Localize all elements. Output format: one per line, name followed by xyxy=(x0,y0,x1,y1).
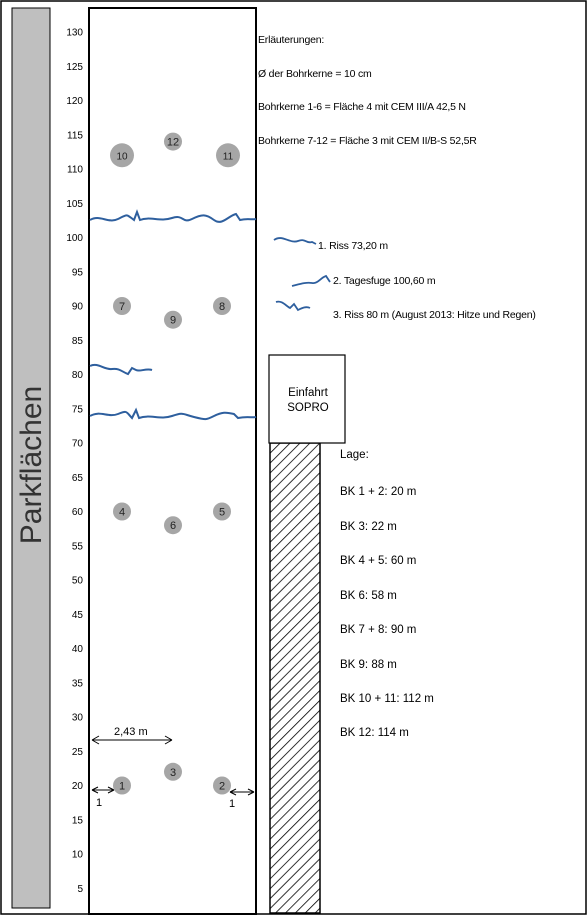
lage-item: BK 7 + 8: 90 m xyxy=(340,624,417,636)
drill-core-7 xyxy=(113,297,131,315)
drill-core-1 xyxy=(113,776,131,795)
drill-core-label: 2 xyxy=(219,781,225,793)
axis-tick-label: 55 xyxy=(72,541,84,552)
axis-tick-label: 85 xyxy=(72,336,84,347)
dimension-width-label: 2,43 m xyxy=(114,726,148,738)
notes-cores-7-12: Bohrkerne 7-12 = Fläche 3 mit CEM II/B-S… xyxy=(258,135,477,147)
axis-tick-label: 115 xyxy=(67,130,83,141)
lage-item: BK 9: 88 m xyxy=(340,659,397,671)
axis-tick-label: 60 xyxy=(72,507,84,518)
drill-core-3 xyxy=(164,762,182,781)
lage-title: Lage: xyxy=(340,449,369,461)
drill-core-11 xyxy=(216,143,240,168)
drill-core-label: 3 xyxy=(170,767,176,779)
drill-core-5 xyxy=(213,502,231,521)
axis-tick-label: 65 xyxy=(72,473,84,484)
drill-core-6 xyxy=(164,516,182,535)
lage-item: BK 1 + 2: 20 m xyxy=(340,486,417,498)
axis-tick-label: 125 xyxy=(66,62,83,73)
parking-label: Parkflächen xyxy=(15,385,48,545)
axis-tick-labels: 1301251201151101051009590858075706560555… xyxy=(66,28,83,895)
drill-core-label: 4 xyxy=(119,507,125,519)
drill-core-label: 1 xyxy=(119,781,125,793)
lage-item: BK 12: 114 m xyxy=(340,727,409,739)
drill-core-label: 6 xyxy=(170,520,176,532)
legend-line-2 xyxy=(291,274,331,287)
axis-tick-label: 45 xyxy=(72,610,84,621)
legend-line-3 xyxy=(275,300,311,312)
lage-item: BK 10 + 11: 112 m xyxy=(340,693,434,705)
crack-line-80 xyxy=(89,363,153,376)
drill-core-label: 10 xyxy=(116,151,128,162)
drill-core-10 xyxy=(110,143,134,168)
axis-tick-label: 130 xyxy=(66,28,83,39)
dimension-width xyxy=(91,735,173,745)
axis-tick-label: 10 xyxy=(72,850,84,861)
entrance-label: Einfahrt SOPRO xyxy=(271,356,345,442)
axis-tick-label: 80 xyxy=(72,370,84,381)
lage-item: BK 6: 58 m xyxy=(340,590,397,602)
notes-diameter: Ø der Bohrkerne = 10 cm xyxy=(258,68,372,80)
legend-line-1 xyxy=(273,237,317,245)
legend-crack-3: 3. Riss 80 m (August 2013: Hitze und Reg… xyxy=(333,309,536,321)
axis-tick-label: 20 xyxy=(72,781,84,792)
axis-tick-label: 120 xyxy=(66,96,83,107)
parking-bar xyxy=(11,7,51,909)
axis-tick-label: 90 xyxy=(72,302,84,313)
drill-core-label: 11 xyxy=(223,151,234,162)
axis-tick-label: 100 xyxy=(66,233,83,244)
axis-tick-label: 105 xyxy=(66,199,83,210)
axis-tick-label: 50 xyxy=(72,576,84,587)
drill-core-2 xyxy=(213,776,231,795)
dimension-left-margin xyxy=(91,786,115,794)
drill-core-12 xyxy=(164,132,182,151)
lage-item: BK 4 + 5: 60 m xyxy=(340,555,417,567)
dimension-right-margin xyxy=(229,788,255,796)
crack-line-73-20 xyxy=(89,407,257,421)
notes-cores-1-6: Bohrkerne 1-6 = Fläche 4 mit CEM III/A 4… xyxy=(258,101,466,113)
entrance-line1: Einfahrt xyxy=(288,387,328,399)
drill-core-label: 9 xyxy=(170,315,176,327)
axis-tick-label: 30 xyxy=(72,713,84,724)
lage-item: BK 3: 22 m xyxy=(340,521,397,533)
dimension-left-label: 1 xyxy=(96,797,103,809)
drill-core-4 xyxy=(113,502,131,521)
legend-joint-2: 2. Tagesfuge 100,60 m xyxy=(333,275,436,287)
entrance-line2: SOPRO xyxy=(287,402,329,414)
hatched-strip xyxy=(269,442,321,914)
notes-title: Erläuterungen: xyxy=(258,34,325,46)
drill-core-label: 8 xyxy=(219,301,225,313)
dimension-right-label: 1 xyxy=(229,798,236,810)
drill-core-9 xyxy=(164,310,182,329)
axis-tick-label: 15 xyxy=(72,815,84,826)
crack-line-100-60 xyxy=(89,209,257,223)
drill-core-8 xyxy=(213,297,231,315)
drill-core-label: 5 xyxy=(219,507,225,519)
axis-tick-label: 40 xyxy=(72,644,84,655)
axis-tick-label: 5 xyxy=(77,884,83,895)
axis-tick-label: 70 xyxy=(72,439,84,450)
drill-core-label: 12 xyxy=(167,137,179,149)
drill-core-label: 7 xyxy=(119,301,125,313)
axis-tick-label: 95 xyxy=(72,267,84,278)
axis-tick-label: 25 xyxy=(72,747,84,758)
axis-tick-label: 35 xyxy=(72,678,84,689)
axis-tick-label: 75 xyxy=(72,404,84,415)
entrance-box xyxy=(268,354,346,444)
parking-label-wrapper: Parkflächen xyxy=(6,386,58,544)
legend-crack-1: 1. Riss 73,20 m xyxy=(318,240,388,252)
axis-tick-label: 110 xyxy=(67,165,83,176)
